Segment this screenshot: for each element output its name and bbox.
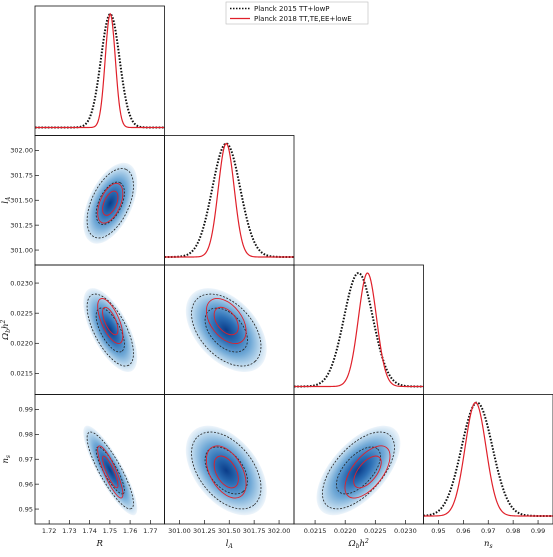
x-tick-label: 302.00 <box>268 527 291 535</box>
panel-frame <box>293 264 424 395</box>
y-axis-label-lA: lA <box>1 196 12 204</box>
contour-planck2018-95 <box>205 445 247 499</box>
pdf-curve-planck2018 <box>294 272 424 388</box>
pdf-curve-planck2018 <box>35 12 165 129</box>
x-tick-label: 0.97 <box>481 527 495 535</box>
contour-planck2015-95 <box>191 293 262 367</box>
contour-planck2015-95 <box>86 431 134 510</box>
legend: Planck 2015 TT+lowP Planck 2018 TT,TE,EE… <box>225 1 369 25</box>
contour-planck2018-68 <box>213 455 239 489</box>
x-tick-label: 1.76 <box>123 527 137 535</box>
contour-planck2018-95 <box>97 298 124 344</box>
y-tick-label: 302.00 <box>10 147 33 155</box>
panel-lA-obh2 <box>164 264 295 395</box>
y-tick-label: 0.99 <box>19 406 33 414</box>
panel-lA-ns: 301.00 301.25 301.50 301.75 302.00 lA <box>164 394 295 550</box>
x-tick-label: 0.0225 <box>364 527 387 535</box>
contour-planck2015-95 <box>86 293 134 367</box>
panel-R-ns: 1.72 1.73 1.74 1.75 1.76 1.77 R 0.95 0.96 0.97 0.9… <box>1 394 165 549</box>
density-fill-planck2015 <box>83 162 138 244</box>
x-axis-label-ns: ns <box>484 539 493 550</box>
y-tick-label: 0.98 <box>19 431 33 439</box>
x-tick-label: 0.96 <box>456 527 470 535</box>
y-tick-label: 301.75 <box>10 172 33 180</box>
pdf-curve-planck2015 <box>164 142 294 258</box>
contour-planck2015-68 <box>204 446 248 495</box>
x-tick-label: 301.50 <box>218 527 241 535</box>
density-fill-planck2015 <box>185 425 267 516</box>
contour-planck2015-95 <box>191 431 262 510</box>
y-tick-label: 301.00 <box>10 246 33 254</box>
contour-planck2015-95 <box>86 168 134 239</box>
x-tick-label: 0.0220 <box>334 527 357 535</box>
x-tick-label: 0.95 <box>431 527 445 535</box>
contour-planck2018-68 <box>102 306 119 336</box>
y-tick-label: 0.0225 <box>10 309 33 317</box>
contour-planck2018-95 <box>97 182 124 224</box>
x-tick-label: 301.00 <box>168 527 191 535</box>
x-tick-label: 0.99 <box>531 527 545 535</box>
y-tick-label: 0.97 <box>19 455 33 463</box>
y-axis-label-obh2: Ωbh2 <box>0 319 12 340</box>
x-tick-label: 1.73 <box>62 527 76 535</box>
panel-obh2-ns: 0.0215 0.0220 0.0225 0.0230 Ωbh2 <box>293 394 424 550</box>
pdf-curve-planck2018 <box>164 142 294 258</box>
contour-planck2015-95 <box>322 431 395 510</box>
legend-label-planck2018: Planck 2018 TT,TE,EE+lowE <box>254 15 352 23</box>
legend-label-planck2015: Planck 2015 TT+lowP <box>254 5 330 13</box>
y-axis-label-ns: ns <box>1 455 12 464</box>
contour-planck2018-68 <box>353 455 382 489</box>
panel-lA-lA <box>164 135 295 266</box>
panel-R-lA: 301.00 301.25 301.50 301.75 302.00 lA <box>1 135 165 266</box>
x-tick-label: 0.98 <box>506 527 520 535</box>
contour-planck2018-68 <box>102 190 119 216</box>
pdf-curve-planck2015 <box>35 12 165 129</box>
density-fill-planck2015 <box>83 425 138 516</box>
x-tick-label: 1.75 <box>103 527 117 535</box>
y-tick-label: 0.96 <box>19 480 33 488</box>
contour-planck2015-68 <box>336 446 381 495</box>
y-tick-label: 301.25 <box>10 221 33 229</box>
panel-frame <box>164 135 295 266</box>
pdf-curve-planck2015 <box>294 272 424 388</box>
x-axis-label-obh2: Ωbh2 <box>348 538 369 550</box>
contour-planck2018-68 <box>102 455 119 489</box>
density-fill-planck2015 <box>185 288 267 372</box>
x-tick-label: 1.77 <box>143 527 157 535</box>
panel-ns-ns: 0.95 0.96 0.97 0.98 0.99 ns <box>423 394 553 550</box>
density-fill-planck2015 <box>83 288 138 372</box>
x-tick-label: 0.0230 <box>394 527 417 535</box>
contour-planck2018-68 <box>213 306 239 336</box>
contour-planck2018-95 <box>344 445 391 499</box>
x-tick-label: 0.0215 <box>304 527 327 535</box>
x-axis-label-lA: lA <box>226 539 234 550</box>
density-fill-planck2015 <box>316 425 401 516</box>
y-tick-label: 0.0215 <box>10 370 33 378</box>
y-tick-label: 0.95 <box>19 505 33 513</box>
x-tick-label: 1.72 <box>42 527 56 535</box>
panel-R-obh2: 0.0215 0.0220 0.0225 0.0230 Ωbh2 <box>0 264 165 395</box>
pdf-curve-planck2018 <box>423 401 553 517</box>
panel-R-R <box>34 5 165 136</box>
contour-planck2015-68 <box>95 181 125 225</box>
x-axis-label-R: R <box>96 539 104 549</box>
panel-obh2-obh2 <box>293 264 424 395</box>
y-tick-label: 301.50 <box>10 196 33 204</box>
contour-planck2018-95 <box>97 445 124 499</box>
x-tick-label: 301.75 <box>243 527 266 535</box>
x-tick-label: 1.74 <box>82 527 96 535</box>
x-tick-label: 301.25 <box>193 527 216 535</box>
y-tick-label: 0.0230 <box>10 279 33 287</box>
y-tick-label: 0.0220 <box>10 340 33 348</box>
